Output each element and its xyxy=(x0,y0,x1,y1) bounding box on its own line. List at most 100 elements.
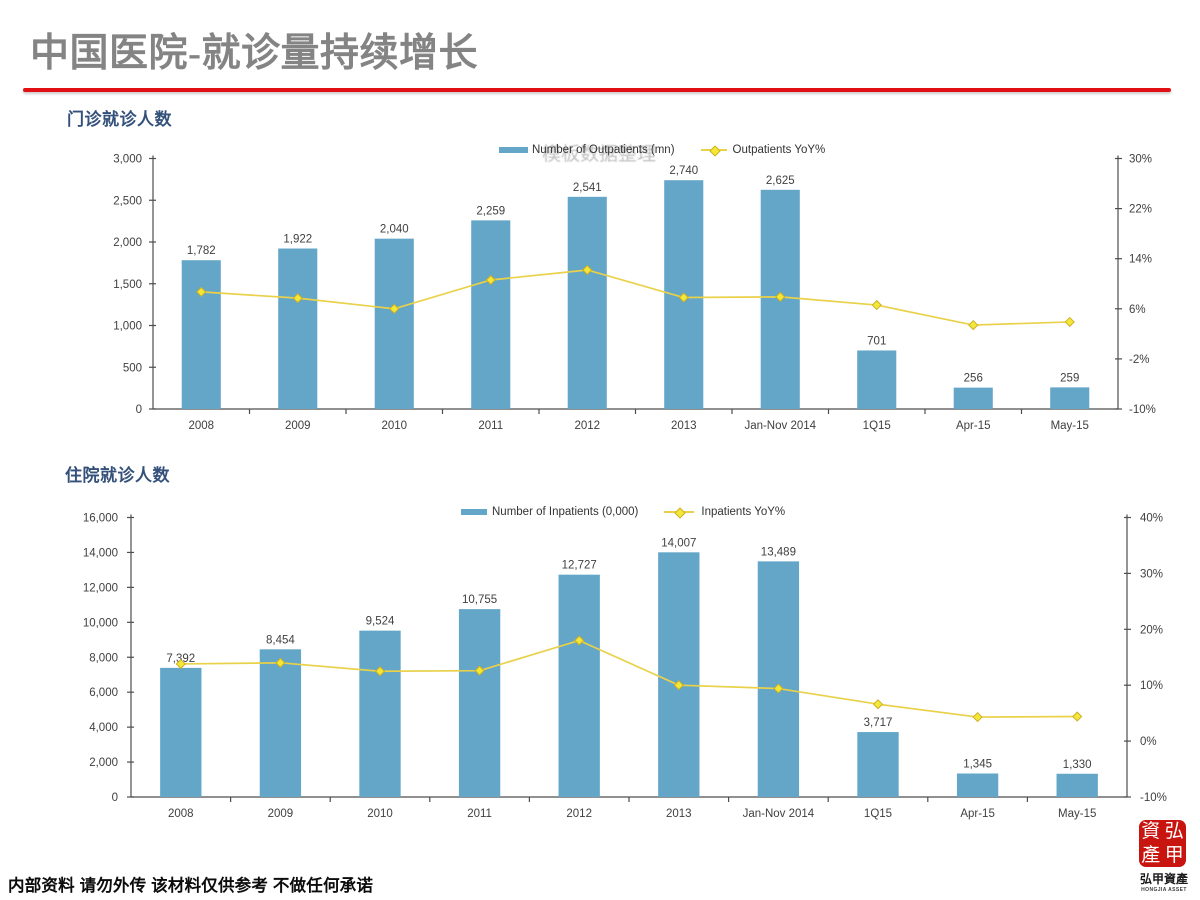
bar-value-label: 1,782 xyxy=(187,245,216,257)
bars xyxy=(160,552,1098,797)
bar-value-label: 10,755 xyxy=(462,594,497,606)
seal-char: 資 xyxy=(1141,821,1161,842)
svg-text:12,000: 12,000 xyxy=(83,582,118,594)
right-axis-ticks-labels: -10% -2% 6% 14% 22% 30% xyxy=(1115,154,1156,416)
yoy-marker xyxy=(972,711,983,723)
company-name-en: HONGJIA ASSET xyxy=(1141,887,1187,893)
inpatients-bar-legend-label: Number of Inpatients (0,000) xyxy=(492,506,639,518)
bar xyxy=(259,649,302,797)
bar-value-label: 2,040 xyxy=(380,224,409,236)
bar xyxy=(374,238,414,409)
svg-text:May-15: May-15 xyxy=(1058,808,1096,820)
svg-text:2010: 2010 xyxy=(381,420,407,432)
bar-value-label: 13,489 xyxy=(761,546,796,558)
svg-text:14%: 14% xyxy=(1129,254,1152,266)
bar xyxy=(956,773,999,797)
svg-text:2008: 2008 xyxy=(188,420,214,432)
bar xyxy=(757,561,800,797)
svg-text:May-15: May-15 xyxy=(1051,420,1089,432)
left-axis-ticks-labels: 0 2,000 4,000 6,000 8,000 10,000 12,000 14,000 1… xyxy=(83,513,134,804)
x-axis-ticks xyxy=(248,409,1023,414)
svg-text:2012: 2012 xyxy=(566,808,592,820)
seal-char: 弘 xyxy=(1164,821,1184,842)
yoy-marker xyxy=(678,292,689,303)
svg-text:6,000: 6,000 xyxy=(89,687,118,699)
svg-text:2,000: 2,000 xyxy=(89,757,118,769)
yoy-marker xyxy=(1064,316,1075,328)
svg-text:Apr-15: Apr-15 xyxy=(960,808,995,820)
yoy-marker xyxy=(175,658,186,670)
title-rule xyxy=(23,88,1171,92)
svg-text:Apr-15: Apr-15 xyxy=(956,420,991,432)
svg-text:6%: 6% xyxy=(1129,304,1146,316)
svg-text:2011: 2011 xyxy=(478,420,503,432)
svg-text:30%: 30% xyxy=(1140,568,1163,580)
inpatients-line-legend-label: Inpatients YoY% xyxy=(701,506,786,518)
yoy-line xyxy=(180,639,1078,718)
bar-value-label: 12,727 xyxy=(562,560,597,572)
yoy-marker xyxy=(474,665,485,676)
bar-value-label: 256 xyxy=(964,373,983,385)
svg-text:0: 0 xyxy=(112,792,118,804)
bar-value-label: 1,345 xyxy=(963,759,992,771)
bar-value-label: 2,259 xyxy=(476,205,505,217)
svg-text:2010: 2010 xyxy=(367,808,393,820)
bar-value-label: 1,330 xyxy=(1063,759,1092,771)
svg-text:14,000: 14,000 xyxy=(83,547,118,559)
svg-text:2,500: 2,500 xyxy=(113,195,142,207)
svg-text:10%: 10% xyxy=(1140,680,1163,692)
yoy-line xyxy=(201,269,1070,326)
bar xyxy=(1056,773,1098,797)
svg-text:16,000: 16,000 xyxy=(83,513,118,525)
svg-text:3,000: 3,000 xyxy=(113,154,142,166)
svg-text:500: 500 xyxy=(123,362,142,374)
svg-text:2008: 2008 xyxy=(168,808,194,820)
seal-char: 產 xyxy=(1141,844,1161,866)
svg-text:2011: 2011 xyxy=(467,808,492,820)
svg-text:2013: 2013 xyxy=(671,420,697,432)
yoy-marker xyxy=(389,303,400,314)
company-seal: 資 弘 產 甲 xyxy=(1139,820,1186,867)
svg-text:2012: 2012 xyxy=(574,420,600,432)
right-axis-ticks-labels: -10% 0% 10% 20% 30% 40% xyxy=(1124,513,1167,804)
svg-text:1Q15: 1Q15 xyxy=(863,420,891,432)
outpatients-bar-legend-label: Number of Outpatients (mn) xyxy=(532,144,675,156)
svg-text:1,500: 1,500 xyxy=(113,279,142,291)
section-label-inpatients: 住院就诊人数 xyxy=(65,466,170,485)
bar xyxy=(458,609,501,797)
yoy-marker xyxy=(292,293,303,304)
inpatients-line-swatch xyxy=(664,507,695,519)
company-logo: 資 弘 產 甲 弘甲資產 HONGJIA ASSET xyxy=(1139,820,1189,893)
svg-text:-10%: -10% xyxy=(1140,792,1167,804)
section-label-outpatients: 门诊就诊人数 xyxy=(67,110,172,129)
outpatients-line-legend-label: Outpatients YoY% xyxy=(732,144,826,156)
yoy-marker xyxy=(1072,711,1083,722)
svg-text:30%: 30% xyxy=(1129,154,1152,166)
svg-text:-10%: -10% xyxy=(1129,404,1156,416)
outpatients-legend: Number of Outpatients (mn) Outpatients Y… xyxy=(499,144,826,157)
outpatients-line-swatch xyxy=(700,145,727,157)
bar xyxy=(857,350,897,409)
footer-disclaimer: 内部资料 请勿外传 该材料仅供参考 不做任何承诺 xyxy=(8,877,374,895)
svg-text:0%: 0% xyxy=(1140,736,1157,748)
svg-text:2009: 2009 xyxy=(285,420,311,432)
yoy-marker xyxy=(775,291,786,303)
svg-text:2009: 2009 xyxy=(268,808,294,820)
yoy-marker xyxy=(968,319,979,331)
yoy-markers xyxy=(196,264,1075,331)
svg-text:2,000: 2,000 xyxy=(113,237,142,249)
yoy-marker xyxy=(872,699,884,710)
bar xyxy=(567,196,607,409)
bar xyxy=(558,574,600,797)
category-labels: 2008 2009 2010 2011 2012 2013 Jan-Nov 2014 1Q15… xyxy=(168,808,1096,820)
inpatients-legend: Number of Inpatients (0,000) Inpatients … xyxy=(461,506,786,519)
inpatients-bar-swatch xyxy=(461,509,487,515)
bar-value-label: 2,625 xyxy=(766,175,795,187)
slide-title: 中国医院-就诊量持续增长 xyxy=(30,32,478,75)
yoy-marker xyxy=(673,680,684,691)
seal-char: 甲 xyxy=(1164,844,1184,866)
watermark-text: 模板数据整理 xyxy=(542,144,657,165)
bar-value-label: 14,007 xyxy=(661,537,696,549)
yoy-marker xyxy=(374,666,386,677)
